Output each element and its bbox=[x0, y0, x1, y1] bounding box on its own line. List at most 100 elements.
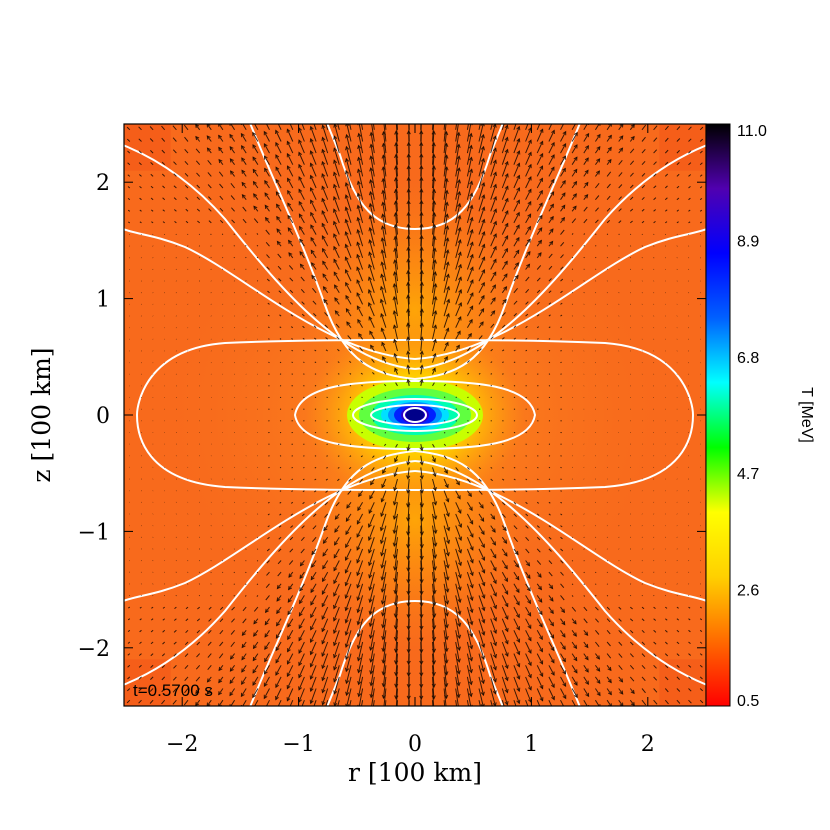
velocity-arrow bbox=[184, 653, 189, 658]
velocity-arrowhead bbox=[344, 606, 349, 612]
velocity-arrowhead bbox=[298, 674, 303, 679]
velocity-arrowhead bbox=[607, 158, 612, 164]
velocity-arrow bbox=[370, 144, 375, 165]
velocity-arrow bbox=[174, 221, 177, 224]
velocity-arrowhead bbox=[333, 208, 337, 213]
velocity-arrow bbox=[289, 548, 294, 553]
velocity-arrow bbox=[300, 560, 305, 567]
velocity-arrow bbox=[173, 653, 177, 657]
velocity-arrow bbox=[184, 664, 189, 670]
velocity-arrowhead bbox=[358, 717, 361, 720]
velocity-arrow bbox=[245, 583, 247, 585]
velocity-arrow bbox=[548, 595, 554, 602]
velocity-arrowhead bbox=[298, 213, 303, 218]
velocity-arrowhead bbox=[444, 707, 447, 710]
velocity-arrowhead bbox=[551, 129, 555, 135]
velocity-arrowhead bbox=[527, 139, 532, 144]
velocity-arrow bbox=[301, 525, 305, 529]
velocity-arrow bbox=[478, 194, 485, 212]
velocity-arrow bbox=[150, 185, 154, 189]
velocity-arrow bbox=[560, 688, 567, 699]
velocity-arrowhead bbox=[229, 691, 234, 697]
velocity-arrow bbox=[560, 536, 563, 540]
velocity-arrowhead bbox=[345, 145, 350, 151]
velocity-arrow bbox=[139, 197, 142, 201]
velocity-arrow bbox=[443, 214, 448, 235]
velocity-arrow bbox=[490, 595, 497, 609]
velocity-arrow bbox=[279, 349, 282, 352]
velocity-arrow bbox=[513, 513, 517, 517]
velocity-arrowhead bbox=[218, 146, 223, 152]
velocity-arrow bbox=[443, 525, 450, 544]
velocity-arrowhead bbox=[395, 707, 398, 710]
velocity-arrowhead bbox=[345, 308, 350, 313]
velocity-arrowhead bbox=[446, 526, 451, 532]
velocity-arrowhead bbox=[368, 238, 373, 244]
velocity-arrowhead bbox=[457, 251, 462, 256]
velocity-arrow bbox=[536, 190, 543, 200]
velocity-arrow bbox=[560, 595, 565, 601]
velocity-arrow bbox=[560, 326, 563, 329]
velocity-arrowhead bbox=[419, 269, 424, 275]
velocity-arrow bbox=[286, 153, 294, 165]
velocity-arrowhead bbox=[503, 260, 508, 265]
velocity-arrow bbox=[370, 630, 375, 651]
velocity-arrowhead bbox=[480, 679, 485, 685]
velocity-arrowhead bbox=[334, 284, 338, 289]
velocity-arrowhead bbox=[367, 276, 372, 281]
velocity-arrow bbox=[455, 700, 458, 706]
velocity-arrow bbox=[298, 618, 305, 629]
velocity-arrow bbox=[536, 215, 543, 224]
velocity-arrow bbox=[252, 156, 259, 165]
velocity-arrow bbox=[347, 490, 352, 495]
velocity-arrowhead bbox=[573, 656, 578, 662]
velocity-arrowhead bbox=[469, 596, 474, 602]
velocity-arrowhead bbox=[539, 697, 544, 702]
velocity-arrow bbox=[138, 664, 142, 668]
velocity-arrow bbox=[525, 373, 527, 375]
velocity-arrowhead bbox=[563, 707, 566, 711]
velocity-arrow bbox=[536, 688, 544, 701]
velocity-arrow bbox=[525, 361, 527, 364]
velocity-arrow bbox=[358, 665, 364, 685]
velocity-arrow bbox=[356, 560, 364, 576]
velocity-arrow bbox=[322, 137, 329, 154]
velocity-arrowhead bbox=[310, 576, 315, 581]
velocity-arrow bbox=[150, 209, 154, 212]
velocity-arrowhead bbox=[502, 298, 507, 304]
velocity-arrow bbox=[548, 536, 552, 540]
velocity-arrowhead bbox=[516, 150, 521, 155]
velocity-arrowhead bbox=[356, 546, 361, 551]
velocity-arrowhead bbox=[253, 620, 258, 625]
velocity-arrow bbox=[443, 286, 450, 305]
velocity-arrow bbox=[513, 300, 518, 305]
velocity-arrow bbox=[618, 583, 620, 585]
velocity-arrow bbox=[356, 292, 364, 305]
velocity-arrowhead bbox=[504, 247, 508, 253]
velocity-arrow bbox=[253, 641, 259, 649]
velocity-arrow bbox=[699, 699, 704, 704]
velocity-arrowhead bbox=[264, 167, 268, 173]
velocity-arrowhead bbox=[333, 678, 338, 683]
velocity-arrowhead bbox=[596, 158, 601, 163]
velocity-arrowhead bbox=[432, 625, 437, 630]
velocity-arrow bbox=[382, 618, 387, 640]
velocity-arrow bbox=[334, 124, 340, 142]
velocity-arrow bbox=[356, 525, 364, 538]
velocity-arrow bbox=[653, 629, 657, 633]
velocity-arrow bbox=[466, 145, 472, 165]
velocity-arrowhead bbox=[367, 301, 372, 307]
velocity-arrow bbox=[676, 221, 679, 224]
velocity-arrow bbox=[676, 676, 680, 680]
velocity-arrowhead bbox=[229, 158, 234, 163]
velocity-arrow bbox=[490, 490, 494, 494]
velocity-arrow bbox=[324, 501, 329, 506]
velocity-arrow bbox=[595, 560, 597, 562]
velocity-arrow bbox=[161, 653, 166, 657]
velocity-arrowhead bbox=[381, 683, 386, 688]
velocity-arrowhead bbox=[457, 561, 462, 567]
velocity-arrowhead bbox=[419, 350, 424, 355]
velocity-arrow bbox=[356, 254, 364, 270]
velocity-arrowhead bbox=[356, 645, 361, 650]
velocity-arrow bbox=[245, 560, 247, 562]
